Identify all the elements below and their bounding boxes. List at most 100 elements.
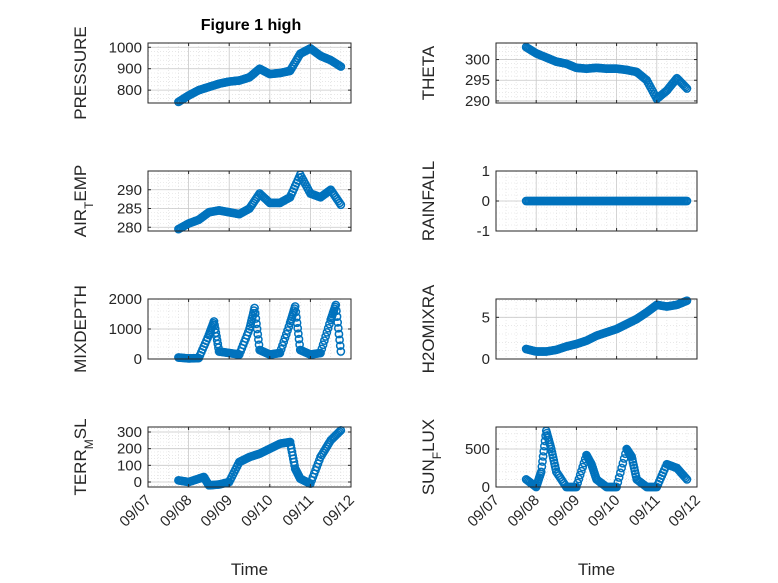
y-tick-label: 285 — [117, 201, 142, 218]
y-tick-label: 800 — [117, 82, 142, 99]
data-point — [250, 308, 260, 318]
data-point — [252, 324, 262, 334]
data-point — [253, 329, 263, 339]
data-point — [251, 314, 261, 323]
x-axis-label: Time — [578, 560, 615, 579]
data-point — [278, 341, 287, 350]
y-axis-label: TERRMSL — [71, 418, 96, 495]
data-point — [334, 329, 344, 339]
data-point — [619, 454, 629, 463]
data-point — [617, 463, 626, 473]
figure-title: Figure 1 high — [201, 17, 301, 34]
y-axis-label: H2OMIXRA — [419, 284, 438, 373]
y-tick-label: 0 — [482, 479, 490, 496]
data-point — [537, 462, 547, 472]
data-point-16 — [682, 84, 692, 93]
data-point — [292, 313, 301, 322]
data-point — [321, 332, 330, 341]
data-point-2 — [536, 467, 546, 477]
data-point-16 — [336, 200, 346, 210]
y-axis-label: RAINFALL — [419, 161, 438, 241]
y-axis-label: PRESSURE — [71, 26, 90, 120]
subplot-rainfall: -1 0 1 RAINFALL — [419, 161, 698, 241]
data-point-8 — [682, 196, 692, 206]
axes-box — [495, 426, 698, 488]
data-point-20 — [336, 347, 346, 356]
data-point — [279, 337, 289, 347]
data-point — [293, 329, 303, 339]
y-tick-label: 500 — [465, 441, 490, 458]
data-point — [317, 344, 327, 354]
data-point — [322, 328, 332, 337]
data-point — [294, 334, 304, 344]
y-tick-label: 0 — [482, 351, 490, 368]
y-tick-label: 280 — [117, 219, 142, 236]
data-point — [291, 307, 301, 317]
data-point — [614, 473, 624, 482]
data-point — [578, 462, 588, 472]
data-point — [613, 477, 623, 487]
data-point-14 — [290, 302, 300, 311]
data-point — [283, 326, 292, 335]
y-tick-label: 300 — [465, 52, 490, 69]
data-point — [575, 470, 585, 480]
data-point — [680, 81, 689, 91]
data-point — [335, 198, 344, 208]
y-tick-label: 900 — [117, 61, 142, 78]
y-tick-label: 290 — [465, 93, 490, 110]
y-tick-label: 300 — [117, 424, 142, 441]
data-point — [539, 446, 549, 456]
data-point — [681, 82, 691, 92]
y-axis-label: AIRTEMP — [71, 165, 96, 238]
y-tick-label: 100 — [117, 457, 142, 474]
y-tick-label: 1000 — [109, 321, 142, 338]
data-point — [252, 319, 261, 329]
data-point-12 — [275, 348, 285, 358]
y-tick-label: 2000 — [109, 291, 142, 308]
axes-box — [147, 170, 352, 232]
y-tick-label: 200 — [117, 441, 142, 458]
y-tick-label: 295 — [465, 72, 490, 89]
data-point — [577, 466, 586, 476]
data-point-19 — [331, 300, 341, 310]
y-tick-label: 5 — [482, 309, 490, 326]
data-point — [335, 335, 344, 345]
y-axis-label: THETA — [419, 45, 438, 100]
y-tick-label: -1 — [477, 223, 490, 240]
data-point — [538, 452, 548, 461]
axes-box — [147, 42, 352, 104]
data-point — [574, 474, 584, 484]
data-point-17 — [316, 348, 325, 358]
subplot-mixdepth: 0 1000 2000 MIXDEPTH — [71, 285, 352, 373]
data-point — [335, 427, 344, 436]
data-point — [318, 340, 328, 350]
data-point — [681, 473, 691, 483]
data-point — [276, 344, 286, 354]
axes-box — [495, 298, 698, 360]
data-point-16 — [336, 62, 346, 71]
data-point-20 — [682, 475, 692, 484]
data-point — [333, 428, 343, 438]
subplot-pressure: 800 900 1000 PRESSURE — [71, 26, 352, 120]
y-tick-label: 0 — [134, 474, 142, 491]
y-axis-label: SUNFLUX — [419, 419, 444, 495]
subplot-theta: 290 295 300 THETA — [419, 42, 698, 110]
y-tick-label: 0 — [134, 351, 142, 368]
data-point — [538, 457, 547, 466]
subplot-h2omixra: 0 5 H2OMIXRA — [419, 284, 698, 373]
y-tick-label: 1 — [482, 163, 490, 180]
data-point — [332, 312, 342, 321]
data-point — [618, 458, 628, 468]
data-point-9 — [250, 303, 259, 313]
data-point — [320, 336, 329, 345]
data-point — [332, 306, 341, 316]
data-point — [281, 329, 291, 339]
data-point — [292, 318, 302, 328]
data-point-16 — [682, 296, 692, 306]
x-axis-label: Time — [231, 560, 268, 579]
data-point — [280, 333, 290, 343]
axes-box — [147, 426, 352, 488]
y-tick-label: 0 — [482, 193, 490, 210]
